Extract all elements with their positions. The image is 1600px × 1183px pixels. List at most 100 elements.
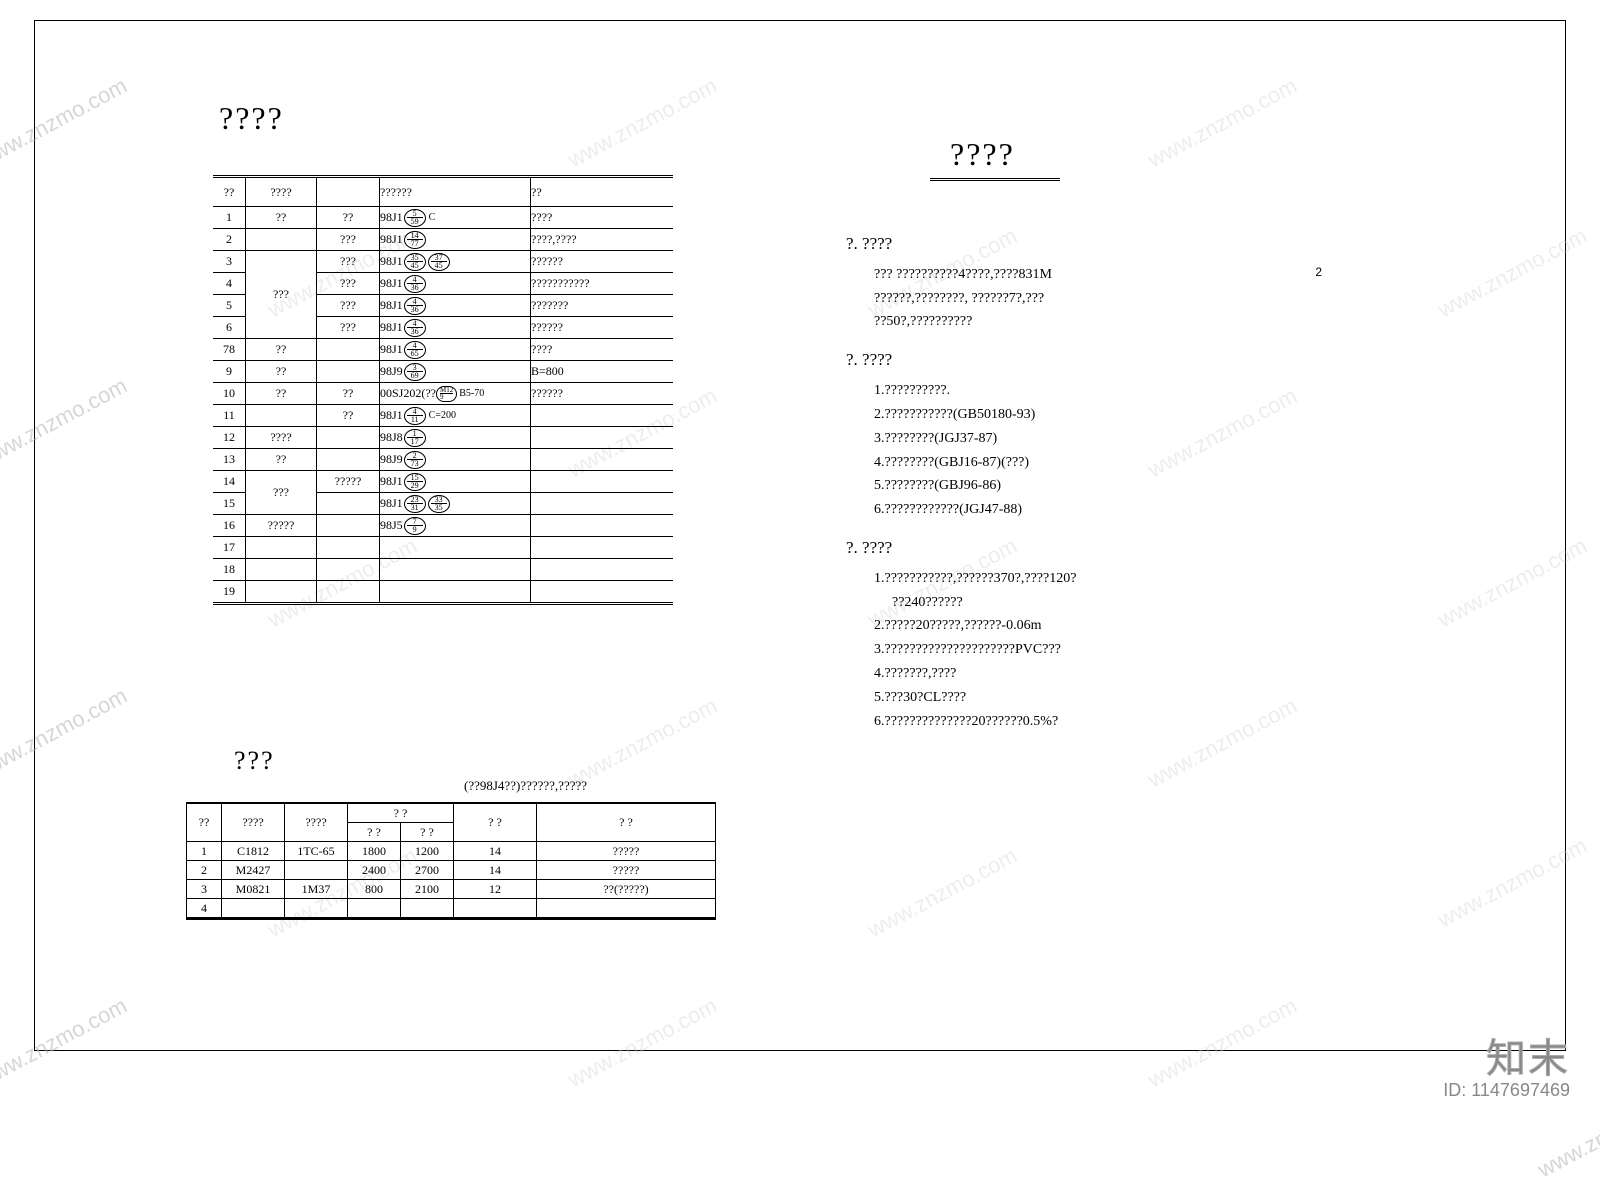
row-index: 6 (213, 317, 246, 339)
note-line: 4.???????,???? (874, 662, 1326, 686)
cell (537, 899, 716, 919)
row-sub: ?? (317, 405, 380, 427)
row-ref: 98J579 (380, 515, 531, 537)
table-row: 19 (213, 581, 673, 604)
cell: 14 (454, 842, 537, 861)
row-index: 14 (213, 471, 246, 493)
table2-container: ??????????? ?? ?? ? ? ?? ? 1C18121TC-651… (186, 802, 716, 920)
row-ref (380, 581, 531, 604)
table1-header: ?????? (380, 177, 531, 207)
row-note (531, 515, 674, 537)
cell: ????? (537, 842, 716, 861)
row-note (531, 537, 674, 559)
row-name: ?? (246, 207, 317, 229)
note-line: 1.???????????,??????370?,????120? (874, 567, 1326, 591)
table1-header: ?? (531, 177, 674, 207)
cell (285, 899, 348, 919)
table-row: 4 (187, 899, 716, 919)
note-line: ??50?,?????????? (874, 310, 1326, 334)
cell: 2100 (401, 880, 454, 899)
row-name: ??? (246, 471, 317, 515)
table1-header: ???? (246, 177, 317, 207)
row-sub: ????? (317, 471, 380, 493)
table2-header: ? ? (348, 803, 454, 823)
drawing-sheet: www.znzmo.comwww.znzmo.comwww.znzmo.comw… (0, 0, 1600, 1131)
row-name: ?? (246, 383, 317, 405)
table-row: 12????98J8117 (213, 427, 673, 449)
cell (454, 899, 537, 919)
note-line: ??????,????????, ??????7?,??? (874, 287, 1326, 311)
table2-subheader: ? ? (401, 823, 454, 842)
row-note: ????,???? (531, 229, 674, 251)
row-note: ??????????? (531, 273, 674, 295)
cell: 14 (454, 861, 537, 880)
row-ref: 98J1436 (380, 273, 531, 295)
row-sub: ??? (317, 295, 380, 317)
row-sub: ??? (317, 229, 380, 251)
table-row: 1????98J1559C???? (213, 207, 673, 229)
note-line: 5.????????(GBJ96-86) (874, 474, 1326, 498)
cell: 1800 (348, 842, 401, 861)
row-name: ?? (246, 339, 317, 361)
table1-container: ?????????????? 1????98J1559C????2???98J1… (213, 175, 673, 605)
table-row: 3??????98J135453745?????? (213, 251, 673, 273)
cell: 4 (187, 899, 222, 919)
table1-header: ?? (213, 177, 246, 207)
row-sub (317, 339, 380, 361)
row-sub (317, 537, 380, 559)
cell: 1M37 (285, 880, 348, 899)
row-ref: 98J11477 (380, 229, 531, 251)
row-sub (317, 427, 380, 449)
row-ref: 98J11529 (380, 471, 531, 493)
row-note (531, 471, 674, 493)
note-line: 6.????????????(JGJ47-88) (874, 498, 1326, 522)
row-sub (317, 493, 380, 515)
section-heading: ?. ???? (846, 230, 1326, 259)
table-row: 1C18121TC-651800120014????? (187, 842, 716, 861)
row-index: 19 (213, 581, 246, 604)
cell: C1812 (222, 842, 285, 861)
note-line: 5.???30?CL???? (874, 686, 1326, 710)
table2-header: ?? (187, 803, 222, 842)
table2-header: ???? (222, 803, 285, 842)
row-name (246, 405, 317, 427)
row-name: ?? (246, 449, 317, 471)
row-note (531, 581, 674, 604)
row-ref: 98J1436 (380, 317, 531, 339)
row-index: 2 (213, 229, 246, 251)
row-note (531, 559, 674, 581)
row-ref: 98J9369 (380, 361, 531, 383)
row-index: 15 (213, 493, 246, 515)
cell: 1TC-65 (285, 842, 348, 861)
spec-table: ?????????????? 1????98J1559C????2???98J1… (213, 175, 673, 605)
table-row: 2M24272400270014????? (187, 861, 716, 880)
row-index: 3 (213, 251, 246, 273)
section-body: 1.??????????.2.???????????(GB50180-93)3.… (874, 379, 1326, 522)
schedule-table: ??????????? ?? ?? ? ? ?? ? 1C18121TC-651… (186, 802, 716, 920)
section-heading: ?. ???? (846, 534, 1326, 563)
row-index: 12 (213, 427, 246, 449)
row-note: ???? (531, 207, 674, 229)
note-line: ??? ??????????4????,????831M (874, 263, 1326, 287)
note-line: 4.????????(GBJ16-87)(???) (874, 451, 1326, 475)
cell: 3 (187, 880, 222, 899)
cell: 2 (187, 861, 222, 880)
row-sub: ??? (317, 317, 380, 339)
row-note: ?????? (531, 383, 674, 405)
table-row: 78??98J1465???? (213, 339, 673, 361)
row-index: 11 (213, 405, 246, 427)
row-index: 4 (213, 273, 246, 295)
note-line: 3.?????????????????????PVC??? (874, 638, 1326, 662)
row-index: 5 (213, 295, 246, 317)
table-row: 9??98J9369B=800 (213, 361, 673, 383)
row-index: 17 (213, 537, 246, 559)
table2-header: ? ? (537, 803, 716, 842)
notes-title: ???? (950, 136, 1015, 173)
cell (285, 861, 348, 880)
note-line: 2.???????????(GB50180-93) (874, 403, 1326, 427)
table2-header: ???? (285, 803, 348, 842)
row-name: ???? (246, 427, 317, 449)
row-note (531, 427, 674, 449)
row-name: ??? (246, 251, 317, 339)
row-sub (317, 515, 380, 537)
